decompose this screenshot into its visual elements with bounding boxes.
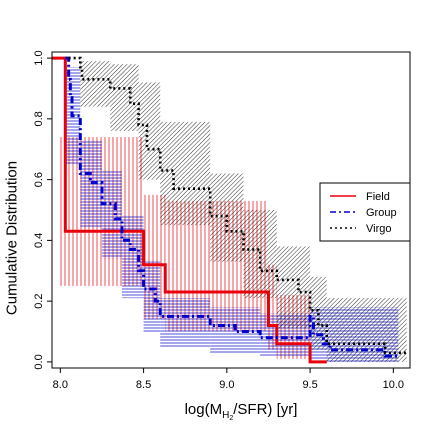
band-segment-virgo (210, 173, 244, 262)
series-line-virgo (68, 56, 407, 355)
legend-label-group: Group (366, 207, 397, 219)
band-group-virgo (80, 61, 407, 362)
x-tick-label: 10.0 (383, 379, 404, 391)
y-tick-label: 0.2 (33, 294, 45, 309)
x-axis-title-sub: H (222, 410, 229, 421)
band-segment-field (268, 264, 277, 350)
series-line-group (65, 56, 399, 358)
x-tick-label: 8.0 (53, 379, 68, 391)
band-segment-virgo (243, 210, 277, 299)
series-line-field (52, 56, 327, 364)
y-axis-title: Cumulative Distribution (4, 161, 21, 315)
band-segment-group (160, 298, 211, 347)
y-tick-label: 1.0 (33, 50, 45, 65)
series-lines (52, 56, 407, 364)
band-segment-virgo (326, 298, 407, 362)
band-segment-virgo (160, 121, 211, 226)
x-tick-label: 8.5 (136, 379, 151, 391)
y-tick-label: 0.6 (33, 172, 45, 187)
band-segment-virgo (138, 82, 161, 180)
legend: Field Group Virgo (319, 182, 411, 242)
legend-label-virgo: Virgo (366, 223, 391, 235)
band-segment-group (143, 261, 161, 332)
band-segment-virgo (80, 61, 111, 107)
y-tick-label: 0.4 (33, 233, 45, 248)
y-tick-label: 0.0 (33, 354, 45, 369)
y-axis: 0.0 0.2 0.4 0.6 0.8 1.0 (33, 50, 52, 370)
band-segment-virgo (110, 64, 139, 131)
band-segment-group (101, 170, 122, 259)
x-tick-label: 9.5 (302, 379, 317, 391)
y-tick-label: 0.8 (33, 111, 45, 126)
x-tick-label: 9.0 (219, 379, 234, 391)
x-axis-title-subsub: 2 (229, 415, 233, 422)
x-axis-title-pre: log(M (185, 401, 223, 418)
band-segment-group (80, 140, 102, 229)
band-segment-virgo (276, 246, 311, 329)
legend-label-field: Field (366, 191, 390, 203)
x-axis-title: log(MH2/SFR) [yr] (185, 401, 298, 422)
band-segment-virgo (310, 276, 327, 350)
x-axis-title-post: /SFR) [yr] (233, 401, 297, 418)
x-axis: 8.0 8.5 9.0 9.5 10.0 (53, 368, 404, 391)
band-segment-group (121, 216, 144, 299)
